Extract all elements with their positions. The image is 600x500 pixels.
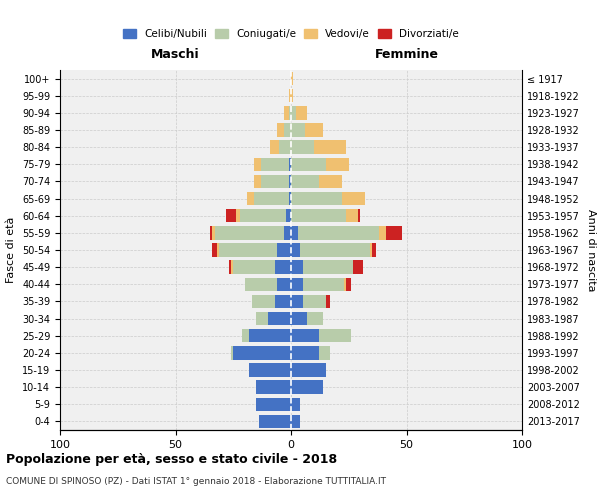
Bar [284, 124, 291, 136]
Bar [386, 226, 402, 239]
Legend: Celibi/Nubili, Coniugati/e, Vedovi/e, Divorziati/e: Celibi/Nubili, Coniugati/e, Vedovi/e, Di… [119, 25, 463, 44]
Bar [256, 398, 291, 411]
Bar [291, 278, 302, 291]
Bar [277, 124, 284, 136]
Bar [291, 72, 293, 86]
Bar [277, 244, 291, 256]
Bar [254, 174, 261, 188]
Bar [302, 294, 326, 308]
Bar [289, 174, 291, 188]
Bar [231, 260, 233, 274]
Bar [242, 329, 250, 342]
Text: COMUNE DI SPINOSO (PZ) - Dati ISTAT 1° gennaio 2018 - Elaborazione TUTTITALIA.IT: COMUNE DI SPINOSO (PZ) - Dati ISTAT 1° g… [6, 478, 386, 486]
Bar [245, 278, 277, 291]
Bar [261, 174, 289, 188]
Text: Femmine: Femmine [374, 48, 439, 61]
Bar [212, 244, 217, 256]
Bar [358, 209, 360, 222]
Bar [291, 124, 305, 136]
Bar [291, 140, 314, 154]
Bar [289, 89, 291, 102]
Bar [229, 260, 231, 274]
Text: Maschi: Maschi [151, 48, 200, 61]
Bar [326, 158, 349, 171]
Y-axis label: Anni di nascita: Anni di nascita [586, 209, 596, 291]
Bar [250, 329, 291, 342]
Bar [270, 140, 280, 154]
Bar [256, 312, 268, 326]
Bar [286, 209, 291, 222]
Bar [319, 329, 351, 342]
Bar [289, 158, 291, 171]
Bar [291, 209, 346, 222]
Bar [289, 192, 291, 205]
Bar [298, 226, 379, 239]
Bar [277, 278, 291, 291]
Bar [215, 226, 284, 239]
Bar [296, 106, 307, 120]
Bar [314, 140, 346, 154]
Bar [291, 329, 319, 342]
Bar [344, 278, 346, 291]
Bar [289, 106, 291, 120]
Bar [302, 260, 353, 274]
Bar [291, 226, 298, 239]
Bar [233, 346, 291, 360]
Bar [291, 398, 300, 411]
Text: Popolazione per età, sesso e stato civile - 2018: Popolazione per età, sesso e stato civil… [6, 452, 337, 466]
Bar [226, 209, 236, 222]
Bar [284, 106, 289, 120]
Bar [259, 414, 291, 428]
Bar [261, 158, 289, 171]
Bar [231, 346, 233, 360]
Bar [268, 312, 291, 326]
Bar [291, 364, 326, 376]
Bar [370, 244, 372, 256]
Bar [254, 158, 261, 171]
Bar [240, 209, 286, 222]
Y-axis label: Fasce di età: Fasce di età [7, 217, 16, 283]
Bar [326, 294, 330, 308]
Bar [291, 106, 296, 120]
Bar [291, 380, 323, 394]
Bar [284, 226, 291, 239]
Bar [275, 294, 291, 308]
Bar [291, 192, 342, 205]
Bar [247, 192, 254, 205]
Bar [291, 312, 307, 326]
Bar [210, 226, 212, 239]
Bar [236, 209, 240, 222]
Bar [256, 380, 291, 394]
Bar [233, 260, 275, 274]
Bar [291, 346, 319, 360]
Bar [252, 294, 275, 308]
Bar [254, 192, 289, 205]
Bar [319, 174, 342, 188]
Bar [379, 226, 386, 239]
Bar [250, 364, 291, 376]
Bar [291, 174, 319, 188]
Bar [319, 346, 330, 360]
Bar [220, 244, 277, 256]
Bar [275, 260, 291, 274]
Bar [217, 244, 220, 256]
Bar [291, 414, 300, 428]
Bar [307, 312, 323, 326]
Bar [291, 244, 300, 256]
Bar [342, 192, 365, 205]
Bar [291, 89, 293, 102]
Bar [300, 244, 370, 256]
Bar [305, 124, 323, 136]
Bar [291, 158, 326, 171]
Bar [346, 278, 351, 291]
Bar [212, 226, 215, 239]
Bar [280, 140, 291, 154]
Bar [372, 244, 376, 256]
Bar [353, 260, 362, 274]
Bar [302, 278, 344, 291]
Bar [346, 209, 358, 222]
Bar [291, 260, 302, 274]
Bar [291, 294, 302, 308]
